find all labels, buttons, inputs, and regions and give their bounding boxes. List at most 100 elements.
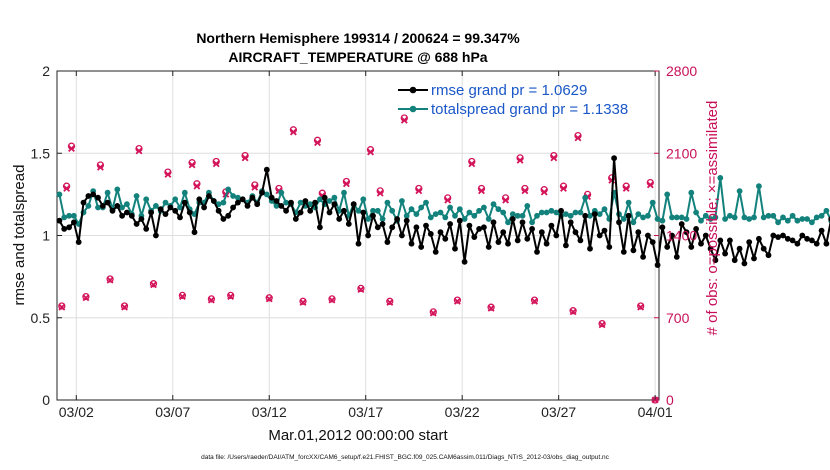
x-axis-label: Mar.01,2012 00:00:00 start (268, 427, 448, 444)
rmse-point (548, 222, 555, 229)
totalspread-point (799, 216, 806, 222)
rmse-point (543, 240, 550, 247)
rmse-point (85, 193, 92, 199)
right-y-tick-label: 2800 (666, 63, 697, 79)
totalspread-point (587, 212, 593, 219)
rmse-point (572, 229, 579, 236)
rmse-point (625, 212, 632, 219)
totalspread-point (669, 214, 675, 221)
totalspread-point (649, 199, 656, 206)
rmse-point (215, 207, 222, 214)
rmse-point (162, 211, 169, 218)
totalspread-point (707, 216, 714, 222)
rmse-point (259, 189, 265, 196)
totalspread-point (818, 212, 825, 219)
totalspread-point (360, 196, 367, 203)
obs-possible-marker (299, 297, 307, 305)
rmse-point (553, 232, 560, 239)
totalspread-point (230, 193, 237, 199)
totalspread-point (702, 212, 709, 219)
rmse-point (601, 227, 608, 234)
rmse-point (283, 207, 289, 214)
totalspread-point (514, 212, 521, 219)
rmse-point (678, 221, 685, 227)
rmse-point (278, 203, 285, 209)
rmse-point (403, 217, 410, 224)
rmse-point (707, 245, 714, 252)
left-y-axis-label: rmse and totalspread (11, 165, 28, 306)
rmse-point (201, 204, 208, 211)
rmse-point (577, 237, 584, 244)
rmse-point (331, 201, 338, 208)
totalspread-point (596, 211, 603, 218)
rmse-point (249, 194, 256, 201)
totalspread-point (355, 207, 362, 214)
rmse-point (80, 199, 87, 206)
obs-assimilated-marker (622, 185, 630, 192)
totalspread-series (56, 175, 830, 227)
rmse-point (442, 235, 449, 242)
obs-assimilated-marker (299, 299, 307, 306)
rmse-point (456, 217, 463, 224)
obs-assimilated-marker (135, 147, 143, 155)
totalspread-point (717, 175, 724, 181)
rmse-point (640, 254, 646, 260)
rmse-point (138, 216, 145, 222)
totalspread-point (466, 209, 473, 216)
totalspread-point (399, 198, 405, 204)
rmse-point (341, 207, 347, 214)
rmse-point (698, 240, 704, 247)
totalspread-point (567, 212, 574, 219)
obs-assimilated-marker (188, 161, 196, 169)
obs-assimilated-marker (502, 196, 510, 204)
obs-possible-marker (598, 319, 606, 328)
obs-assimilated-marker (289, 128, 297, 136)
totalspread-point (765, 212, 772, 219)
rmse-point (563, 242, 569, 249)
rmse-point (688, 244, 695, 250)
totalspread-point (673, 214, 680, 221)
rmse-point (756, 235, 762, 242)
obs-assimilated-marker (376, 189, 384, 197)
rmse-point (809, 237, 815, 244)
totalspread-point (124, 201, 130, 208)
obs-count-markers (58, 114, 659, 404)
rmse-point (712, 257, 719, 264)
obs-assimilated-marker (193, 182, 201, 190)
right-y-tick-label: 700 (666, 310, 690, 326)
legend-spread-label: totalspread grand pr = 1.1338 (431, 101, 628, 118)
obs-assimilated-marker (598, 321, 606, 329)
totalspread-point (698, 217, 704, 224)
obs-assimilated-marker (574, 134, 582, 142)
rmse-point (394, 216, 400, 222)
obs-assimilated-marker (386, 299, 394, 306)
obs-assimilated-marker (150, 281, 157, 289)
rmse-point (760, 245, 767, 252)
rmse-point (210, 198, 217, 204)
obs-assimilated-marker (251, 183, 259, 191)
rmse-point (321, 194, 328, 201)
obs-assimilated-marker (569, 308, 577, 316)
totalspread-point (447, 204, 453, 211)
rmse-point (350, 201, 357, 208)
rmse-point (654, 262, 661, 268)
totalspread-point (505, 219, 511, 226)
obs-possible-marker (386, 297, 394, 305)
rmse-point (616, 219, 622, 226)
rmse-point (432, 249, 439, 255)
totalspread-point (297, 199, 304, 206)
rmse-point (326, 209, 333, 216)
rmse-point (307, 207, 314, 214)
totalspread-point (640, 214, 646, 221)
obs-assimilated-marker (121, 303, 128, 311)
totalspread-point (490, 201, 497, 208)
obs-assimilated-marker (468, 160, 476, 168)
rmse-point (56, 217, 63, 224)
obs-assimilated-marker (241, 154, 249, 162)
rmse-point (66, 224, 72, 231)
totalspread-point (437, 209, 444, 216)
totalspread-point (471, 212, 478, 219)
obs-assimilated-marker (265, 295, 273, 303)
totalspread-point (775, 219, 781, 226)
totalspread-point (66, 212, 72, 219)
